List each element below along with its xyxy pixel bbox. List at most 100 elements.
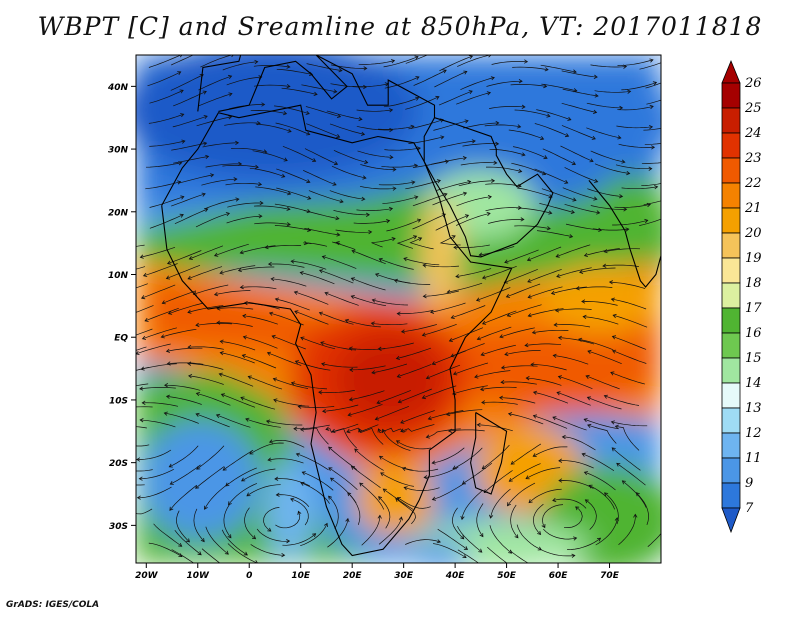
streamline-arrow <box>463 70 468 75</box>
streamline-arrow <box>360 131 366 136</box>
colorbar-swatch <box>721 157 741 184</box>
streamline <box>174 208 208 225</box>
streamline <box>543 528 577 540</box>
streamline <box>584 471 616 491</box>
streamline-arrow <box>499 334 504 339</box>
streamline <box>555 308 592 312</box>
streamline-arrow <box>324 291 329 296</box>
streamline-arrow <box>364 159 369 165</box>
streamline-arrow <box>666 518 670 521</box>
colorbar-swatch <box>721 357 741 384</box>
streamline <box>318 390 355 393</box>
coastline <box>470 412 508 495</box>
streamline-arrow <box>479 533 484 538</box>
streamline-arrow <box>392 167 397 172</box>
streamline-arrow <box>281 552 286 558</box>
streamline <box>198 93 233 107</box>
streamline-arrow <box>446 412 451 417</box>
streamline <box>275 298 310 311</box>
colorbar-swatch <box>721 82 741 109</box>
streamline <box>187 266 223 280</box>
streamline <box>489 106 525 109</box>
streamline-arrow <box>587 349 592 354</box>
streamline <box>300 482 330 504</box>
streamline <box>149 140 185 147</box>
streamline-arrow <box>370 321 375 326</box>
streamline <box>267 352 302 366</box>
streamline-arrow <box>139 386 144 391</box>
streamline-arrow <box>552 497 557 503</box>
streamline <box>588 485 616 510</box>
streamline <box>516 207 552 214</box>
streamline <box>242 315 278 325</box>
streamline <box>319 269 354 284</box>
streamline-arrow <box>575 286 580 291</box>
streamline-arrow <box>561 434 566 440</box>
streamline-arrow <box>393 278 399 283</box>
streamline-arrow <box>264 245 269 250</box>
streamline-arrow <box>218 372 223 377</box>
streamline-arrow <box>293 426 298 431</box>
streamline <box>405 180 441 190</box>
streamline-arrow <box>398 516 403 521</box>
streamline-arrow <box>378 257 383 262</box>
streamline-arrow <box>251 535 257 540</box>
streamline-arrow <box>525 376 530 381</box>
streamline-arrow <box>611 349 617 354</box>
streamline-arrow <box>649 104 654 110</box>
streamline <box>384 76 420 89</box>
streamline <box>241 468 276 482</box>
streamline-arrow <box>283 157 288 162</box>
streamline <box>147 71 181 87</box>
streamline-arrow <box>510 460 515 465</box>
streamline <box>140 246 176 258</box>
streamline <box>611 298 647 310</box>
streamline-arrow <box>312 158 317 162</box>
streamline <box>139 468 174 480</box>
streamline-arrow <box>594 178 599 183</box>
streamline-arrow <box>557 375 563 380</box>
streamline <box>482 310 517 325</box>
streamline <box>274 478 310 487</box>
streamline <box>383 97 419 108</box>
streamline <box>250 110 287 115</box>
streamline-arrow <box>422 263 427 268</box>
streamline-arrow <box>446 289 451 294</box>
streamline <box>430 157 467 165</box>
streamline <box>646 99 661 105</box>
streamline <box>167 362 204 365</box>
streamline-arrow <box>265 419 271 424</box>
streamline-arrow <box>188 374 193 379</box>
streamline <box>447 282 483 293</box>
streamline <box>402 467 439 472</box>
streamline-arrow <box>505 293 511 298</box>
streamline-arrow <box>166 260 172 265</box>
streamline-arrow <box>396 373 401 378</box>
streamline-arrow <box>675 195 678 199</box>
streamline-arrow <box>610 420 615 425</box>
streamline <box>136 346 147 351</box>
streamline-arrow <box>109 246 112 250</box>
streamline-arrow <box>349 367 354 373</box>
streamline <box>422 323 457 336</box>
streamline <box>457 55 492 67</box>
streamline <box>164 384 201 391</box>
streamline <box>405 539 441 545</box>
streamline-arrow <box>564 179 569 184</box>
streamline <box>556 392 591 406</box>
streamline <box>409 237 434 250</box>
streamline <box>433 543 467 558</box>
streamline <box>489 148 526 156</box>
streamline-arrow <box>110 477 114 480</box>
streamline <box>380 472 414 487</box>
streamline <box>220 352 255 364</box>
lon-tick-label: 50E <box>497 571 517 581</box>
streamline <box>582 453 615 471</box>
streamline-arrow <box>165 348 171 353</box>
streamline <box>248 376 283 390</box>
streamline-arrow <box>179 55 183 58</box>
streamline-arrow <box>572 197 577 202</box>
streamline-arrow <box>423 475 428 480</box>
streamline <box>349 365 386 371</box>
streamline-arrow <box>649 58 654 63</box>
